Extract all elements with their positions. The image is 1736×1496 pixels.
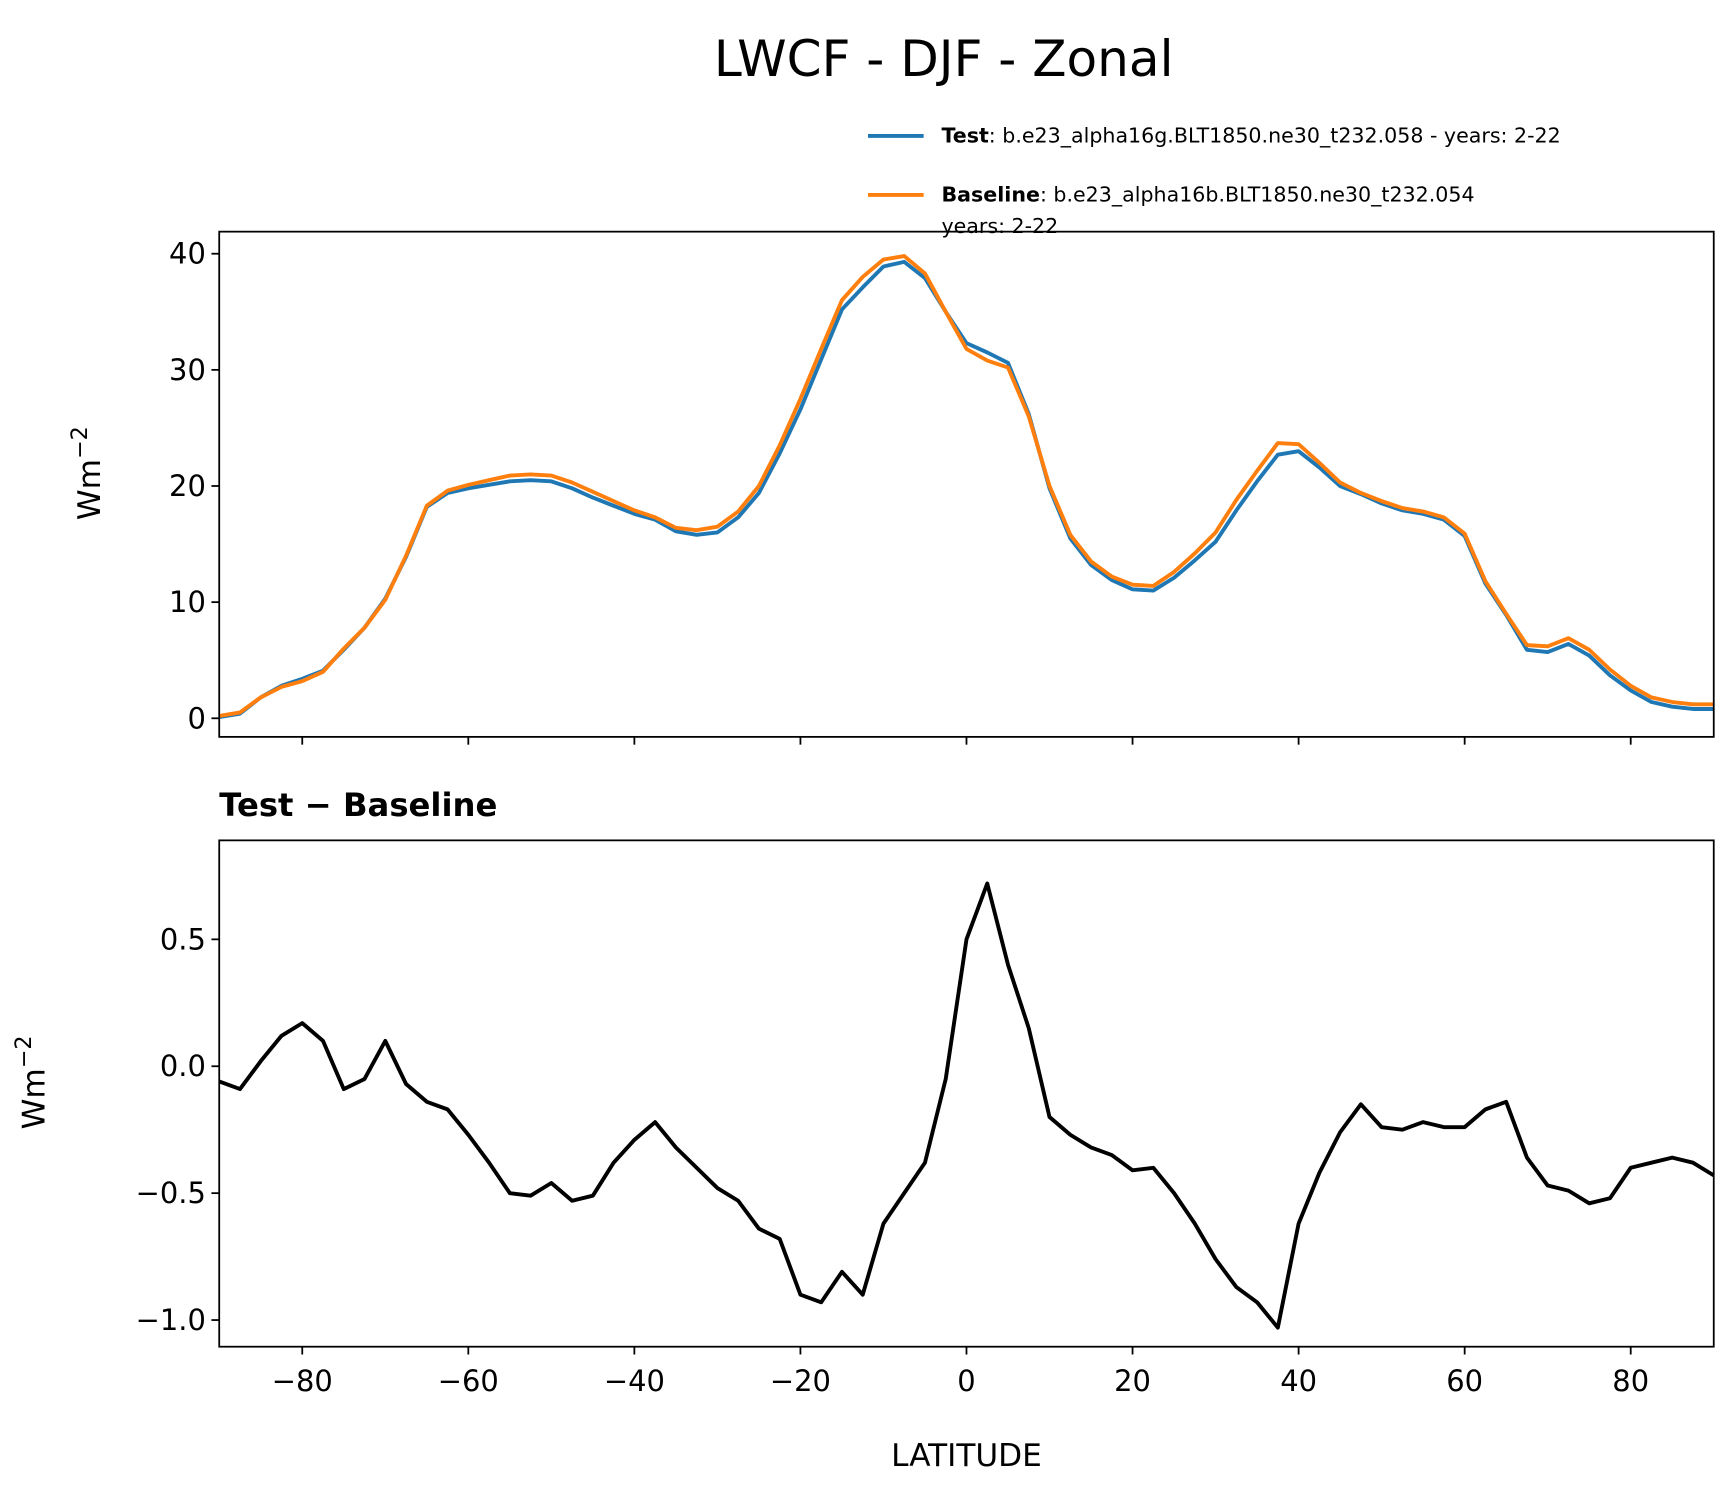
y-axis-label-unit: Wm (72, 459, 108, 520)
legend-text: Baseline: b.e23_alpha16b.BLT1850.ne30_t2… (941, 183, 1474, 208)
x-tick-label: −60 (438, 1364, 499, 1398)
legend-text: Test: b.e23_alpha16g.BLT1850.ne30_t232.0… (941, 124, 1560, 149)
y-tick-label: 20 (169, 469, 206, 503)
legend-text: years: 2-22 (941, 214, 1058, 238)
figure-title: LWCF - DJF - Zonal (714, 30, 1174, 88)
y-tick-label: 10 (169, 585, 206, 619)
y-tick-label: 30 (169, 353, 206, 387)
y-tick-label: 40 (169, 237, 206, 271)
data-line (218, 259, 1714, 720)
plot-frame (218, 230, 1715, 738)
legend-name: Test (941, 124, 989, 148)
y-tick-label: −0.5 (136, 1176, 206, 1210)
y-tick-label: −1.0 (136, 1303, 206, 1337)
x-tick-label: 0 (957, 1364, 975, 1398)
y-axis-label: Wm−2 (67, 426, 108, 520)
x-tick-label: 80 (1612, 1364, 1649, 1398)
y-axis-label-exponent: −2 (67, 426, 93, 459)
x-tick-label: 60 (1446, 1364, 1483, 1398)
y-tick-label: 0.0 (160, 1049, 206, 1083)
y-axis-label-exponent: −2 (11, 1035, 37, 1068)
x-tick-label: −20 (770, 1364, 831, 1398)
y-tick-label: 0 (187, 701, 205, 735)
x-tick-label: −40 (604, 1364, 665, 1398)
plot-frame (218, 839, 1715, 1348)
x-tick-label: 40 (1280, 1364, 1317, 1398)
x-tick-label: 20 (1114, 1364, 1151, 1398)
legend-detail: : b.e23_alpha16b.BLT1850.ne30_t232.054 (1040, 183, 1475, 208)
data-line (218, 881, 1715, 1330)
panel-title: Test − Baseline (219, 786, 497, 824)
x-tick-label: −80 (272, 1364, 333, 1398)
y-tick-label: 0.5 (160, 922, 206, 956)
legend-name: Baseline (941, 183, 1040, 207)
data-line (218, 254, 1714, 718)
legend-detail: : b.e23_alpha16g.BLT1850.ne30_t232.058 -… (989, 124, 1561, 149)
legend-detail: years: 2-22 (941, 214, 1058, 238)
y-axis-label: Wm−2 (11, 1035, 52, 1129)
x-axis-label: LATITUDE (891, 1438, 1042, 1474)
y-axis-label-unit: Wm (17, 1068, 53, 1129)
